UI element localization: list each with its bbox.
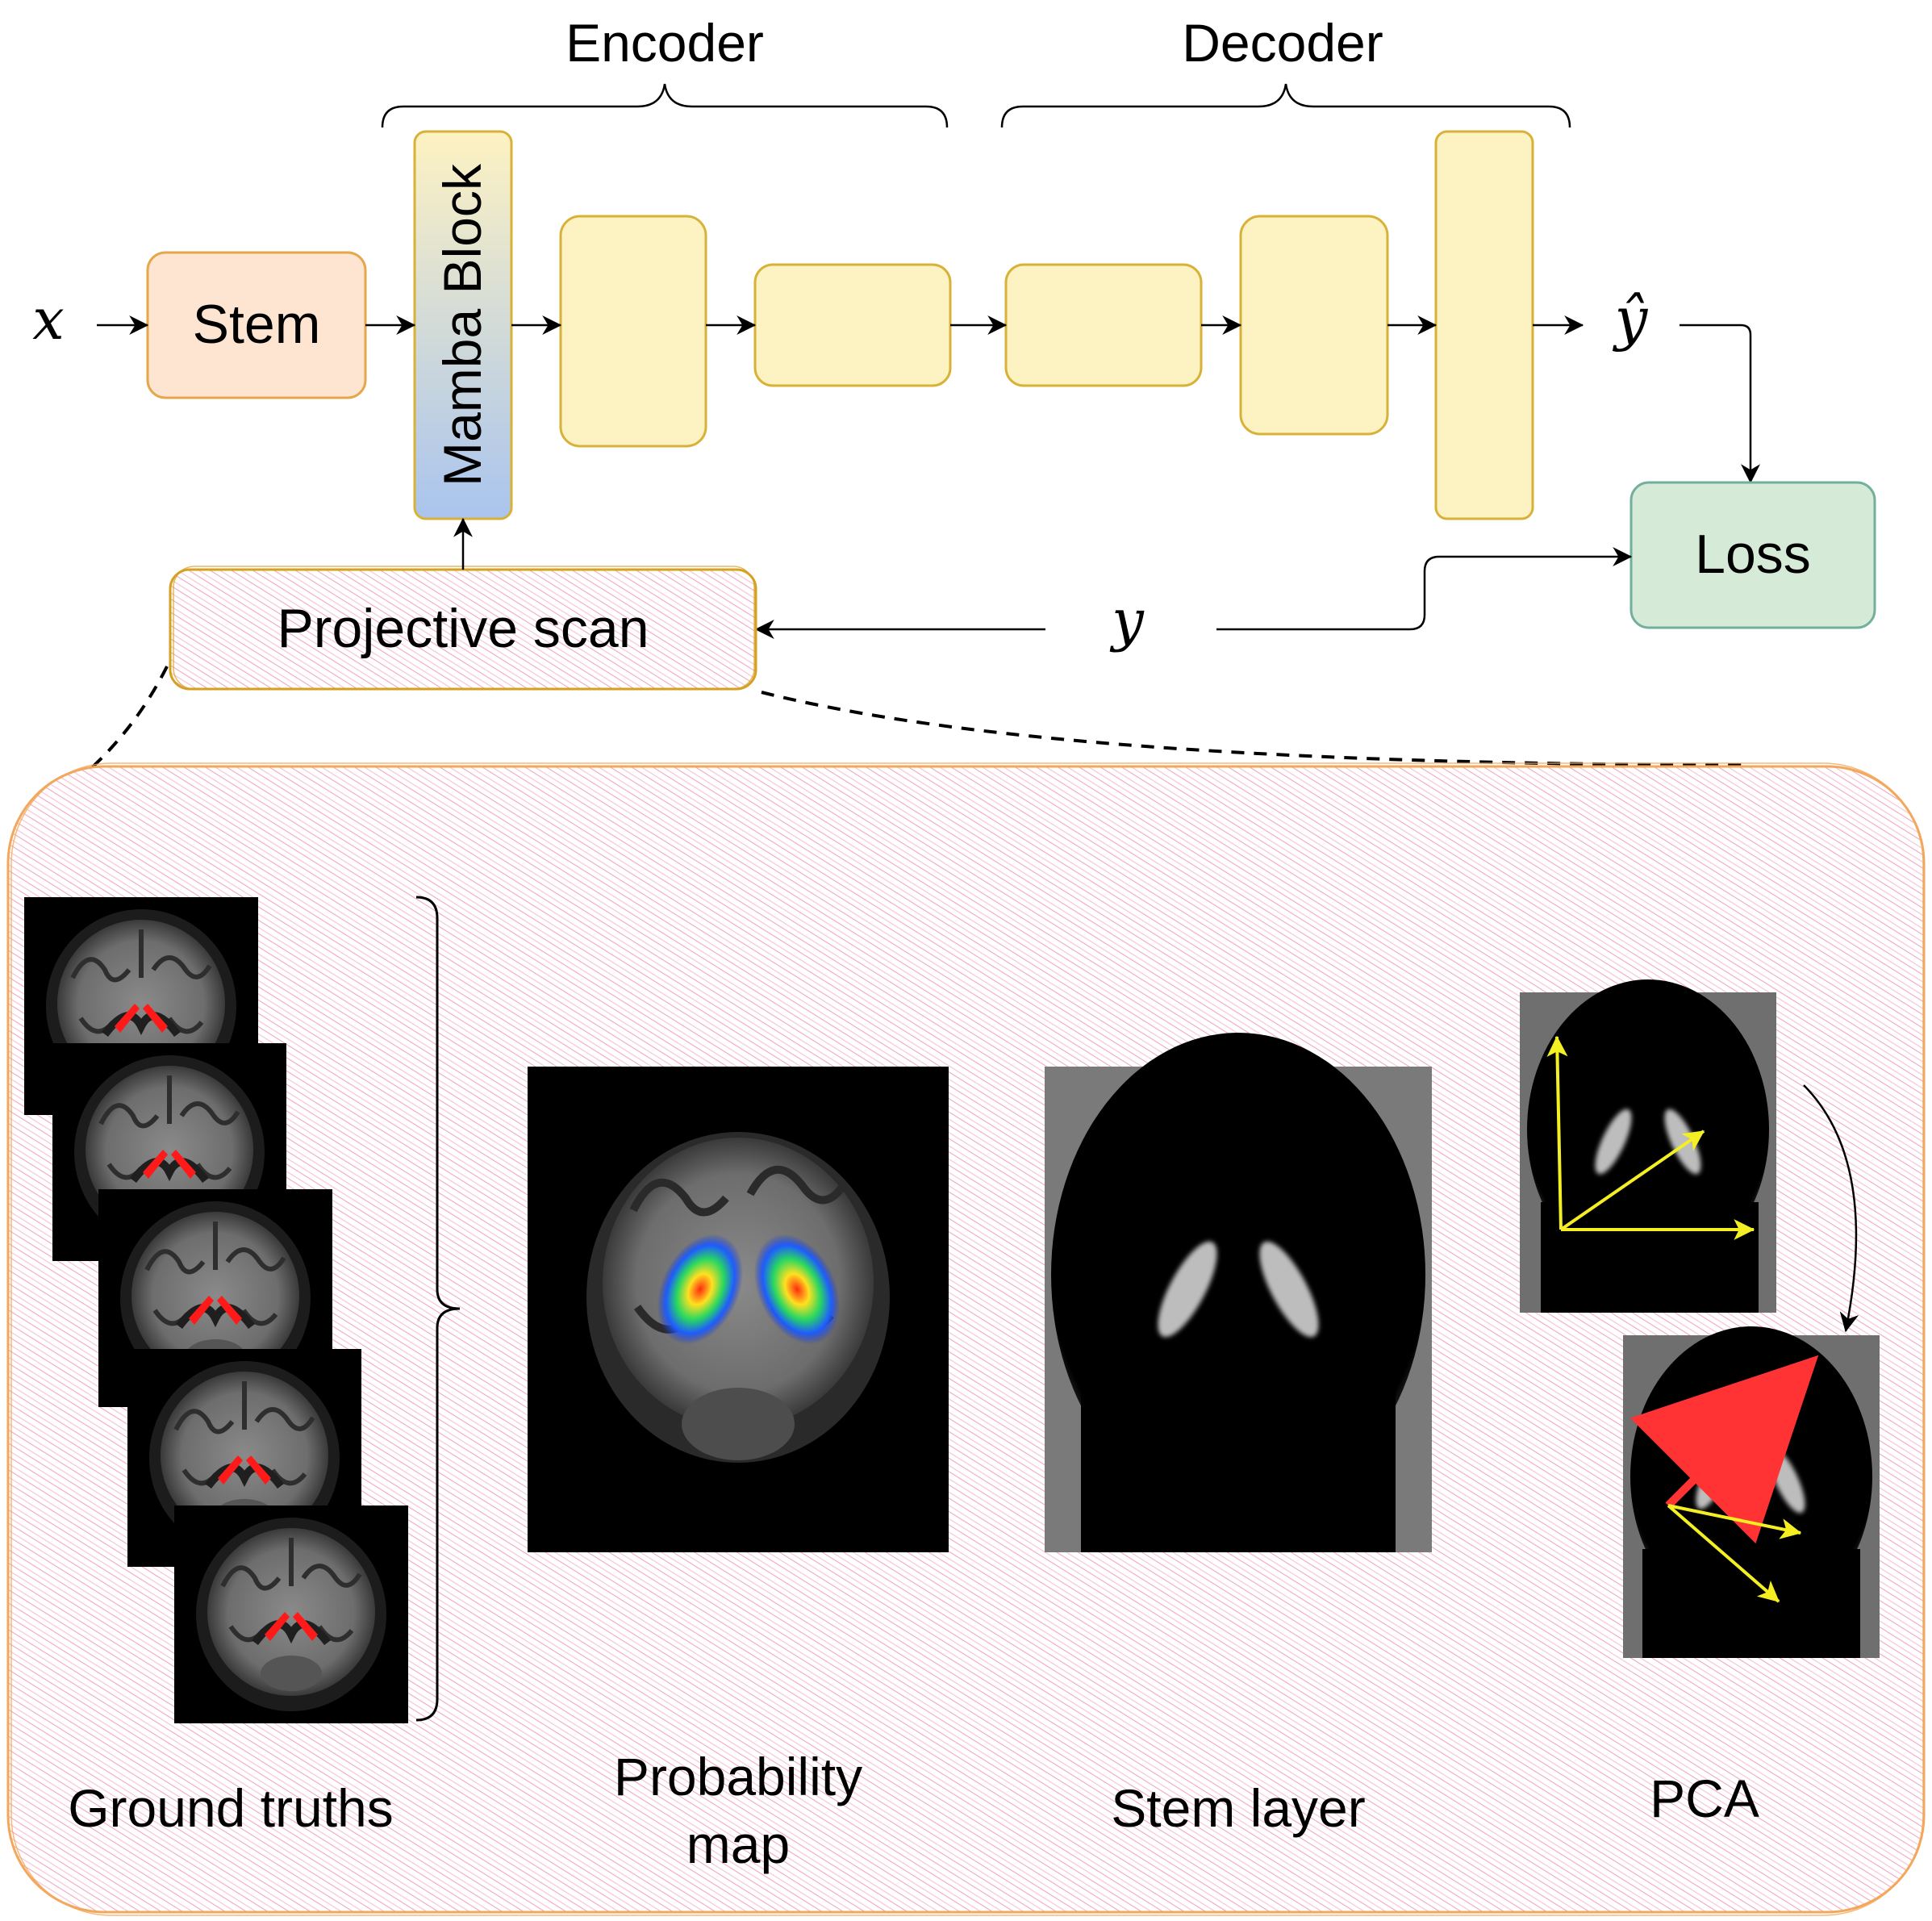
ground-truth-brace bbox=[415, 896, 461, 1722]
probability-map-image bbox=[528, 1067, 949, 1552]
decoder-block-3 bbox=[1434, 130, 1534, 520]
pca-axis-vertical bbox=[1546, 1035, 1568, 1230]
pca-axis-diagonal bbox=[1559, 1130, 1705, 1231]
stem-layer-image bbox=[1045, 1033, 1432, 1552]
pca-output-image bbox=[1623, 1326, 1880, 1658]
arrow-y-to-loss bbox=[1216, 547, 1633, 631]
encoder-brace bbox=[381, 83, 949, 128]
decoder-brace bbox=[1000, 83, 1571, 128]
decoder-block-2 bbox=[1239, 215, 1389, 436]
encoder-block-1 bbox=[559, 215, 707, 448]
loss-label: Loss bbox=[1695, 524, 1811, 585]
output-symbol: ŷ bbox=[1613, 285, 1649, 353]
decoder-block-1 bbox=[1004, 263, 1203, 387]
projective-scan-label: Projective scan bbox=[277, 598, 649, 659]
detail-panel bbox=[6, 765, 1926, 1914]
encoder-label: Encoder bbox=[565, 13, 764, 73]
probability-map-label-line1: Probability bbox=[614, 1747, 862, 1806]
pca-input-image bbox=[1520, 979, 1776, 1313]
stem-label: Stem bbox=[193, 294, 321, 355]
pca-principal-axis bbox=[1629, 1355, 1819, 1544]
input-symbol: x bbox=[32, 286, 64, 353]
zoom-line-left bbox=[87, 666, 169, 772]
detail-panel-sketch bbox=[10, 762, 1924, 1916]
encoder-block-2 bbox=[753, 263, 952, 387]
ground-truth-slice-5 bbox=[174, 1505, 408, 1723]
arrow-yhat-to-loss bbox=[1680, 324, 1760, 484]
zoom-line-right bbox=[761, 691, 1743, 766]
target-symbol: y bbox=[1109, 587, 1145, 654]
pca-label: PCA bbox=[1650, 1769, 1759, 1828]
pca-secondary-axis-1 bbox=[1667, 1504, 1802, 1539]
stem-layer-label: Stem layer bbox=[1111, 1778, 1365, 1838]
pca-transform-arrow bbox=[1803, 1084, 1859, 1333]
ground-truths-label: Ground truths bbox=[68, 1778, 394, 1838]
decoder-label: Decoder bbox=[1182, 13, 1383, 73]
probability-map-label-line2: map bbox=[686, 1815, 790, 1874]
pca-secondary-axis-2 bbox=[1667, 1504, 1780, 1603]
mamba-block-label: Mamba Block bbox=[432, 163, 492, 487]
